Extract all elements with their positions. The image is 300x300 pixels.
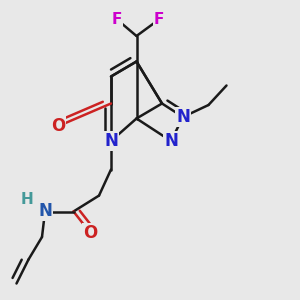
Text: O: O	[83, 224, 97, 242]
Text: O: O	[51, 117, 66, 135]
Text: F: F	[112, 12, 122, 27]
Text: N: N	[176, 108, 190, 126]
Text: F: F	[154, 12, 164, 27]
Text: N: N	[104, 132, 118, 150]
Text: H: H	[21, 192, 33, 207]
Text: N: N	[38, 202, 52, 220]
Text: N: N	[164, 132, 178, 150]
